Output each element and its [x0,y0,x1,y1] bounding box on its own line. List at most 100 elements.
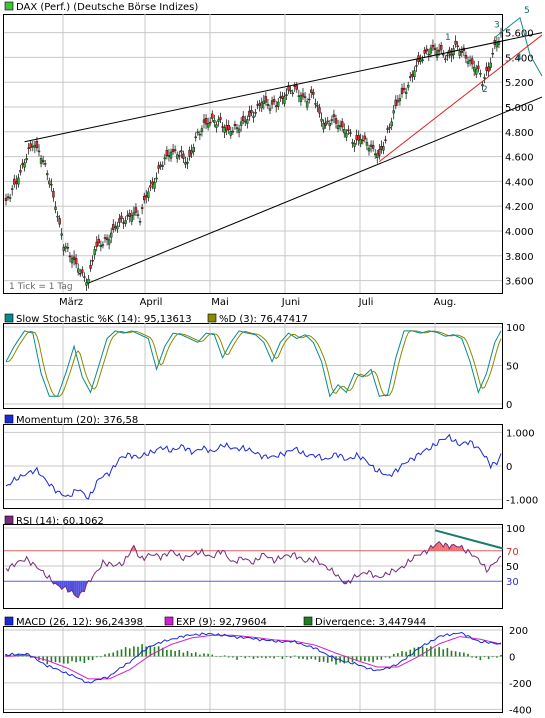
candle-body-37 [81,269,84,273]
candle-body-219 [456,45,459,48]
candle-body-49 [105,237,109,241]
macd-ytick-label-3: -400 [509,705,532,716]
candle-body-190 [396,100,400,103]
candle-body-228 [475,69,478,75]
macd-divergence-bar-68 [145,646,148,657]
candle-body-160 [334,118,338,124]
macd-divergence-bar-138 [289,656,292,658]
candle-body-10 [25,158,28,161]
candle-body-5 [15,181,18,184]
macd-divergence-bar-70 [149,645,152,657]
momentum-line [5,433,502,500]
candle-body-201 [419,59,422,62]
candle-body-231 [481,84,484,87]
candle-body-184 [384,139,387,141]
candle-body-97 [204,118,208,125]
candle-body-223 [464,55,468,59]
macd-divergence-bar-240 [500,654,502,657]
price-ytick-label-6: 4.400 [505,177,534,188]
candle-body-20 [46,173,49,176]
rsi-ytick-label-1: 70 [506,547,519,558]
candle-body-127 [266,104,270,107]
momentum-ytick-label-1: 0 [506,462,512,473]
candle-body-203 [423,50,426,54]
candle-body-87 [184,162,187,165]
candle-body-85 [180,150,183,153]
candle-body-210 [437,49,441,52]
candle-body-78 [165,150,169,157]
candle-body-19 [43,163,47,165]
candle-body-27 [60,233,63,236]
candle-body-172 [359,139,362,145]
macd-divergence-bar-92 [194,652,197,657]
exp-legend-swatch [164,616,174,626]
macd-divergence-bar-98 [207,653,209,657]
macd-divergence-bar-38 [83,656,86,664]
macd-divergence-bar-166 [347,656,350,662]
stoch-k-line [5,330,502,398]
macd-divergence-bar-40 [87,656,90,661]
candle-body-238 [495,42,499,48]
candle-body-90 [190,150,193,154]
candle-body-82 [173,149,177,151]
macd-divergence-bar-222 [463,652,465,657]
candle-body-179 [373,153,377,156]
candle-body-167 [349,132,352,134]
candle-body-183 [382,146,385,151]
rsi-oversold-fill-26 [59,581,62,590]
candle-body-169 [353,143,356,147]
macd-exp-line [5,634,502,680]
rsi-legend-swatch [4,515,14,525]
candle-body-119 [250,110,253,114]
price-ytick-label-4: 4.800 [505,128,534,139]
candle-body-13 [31,145,35,148]
candle-body-153 [320,118,323,122]
macd-divergence-bar-36 [79,656,82,662]
candle-body-53 [114,226,117,228]
stoch-d-line [6,330,502,397]
macd-divergence-bar-152 [318,656,321,663]
momentum-ytick-label-0: 1.000 [506,428,535,439]
wave-label-1: 1 [445,33,451,43]
macd-divergence-bar-214 [446,647,449,657]
candle-body-186 [388,126,391,129]
candle-body-77 [163,157,167,160]
candle-body-41 [89,264,92,269]
candle-body-84 [178,154,181,157]
candle-body-92 [194,136,197,139]
macd-divergence-bar-28 [62,656,65,664]
candle-body-7 [19,170,22,173]
candle-body-64 [136,214,140,216]
macd-divergence-bar-208 [434,648,436,657]
candle-body-125 [262,100,266,104]
candle-body-204 [425,48,428,52]
candle-body-65 [138,220,142,223]
macd-divergence-bar-42 [91,656,94,661]
macd-divergence-bar-228 [475,656,478,659]
candle-body-98 [206,123,210,128]
macd-divergence-bar-48 [104,654,106,657]
macd-divergence-bar-230 [479,656,482,661]
candle-body-158 [330,119,334,121]
month-label-3: Juni [281,297,300,308]
candle-body-26 [58,218,61,225]
candle-body-1 [6,196,10,198]
candle-body-206 [429,47,433,54]
rsi-overbought-fill-213 [445,543,448,551]
wave-label-4: 4 [516,53,522,63]
macd-legend-swatch [4,616,14,626]
candle-body-107 [225,125,228,131]
candle-body-136 [285,94,288,96]
macd-divergence-bar-216 [450,650,453,657]
candle-body-102 [215,124,218,128]
candle-body-192 [400,87,404,94]
macd-divergence-bar-62 [133,646,135,657]
macd-divergence-bar-80 [170,649,172,657]
month-label-0: März [59,297,83,308]
macd-divergence-bar-102 [215,656,218,657]
candle-body-154 [322,123,325,130]
candle-body-135 [283,96,286,104]
macd-ytick-label-2: -200 [509,679,532,690]
candle-body-115 [241,116,245,122]
